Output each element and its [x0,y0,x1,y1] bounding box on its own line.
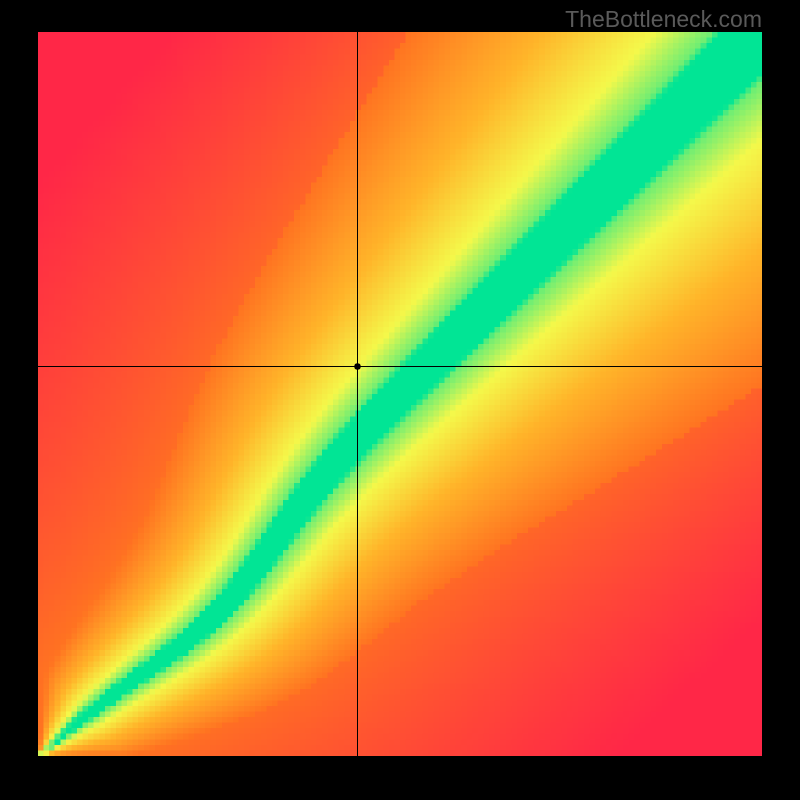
crosshair-overlay [38,32,762,756]
watermark-text: TheBottleneck.com [565,6,762,33]
